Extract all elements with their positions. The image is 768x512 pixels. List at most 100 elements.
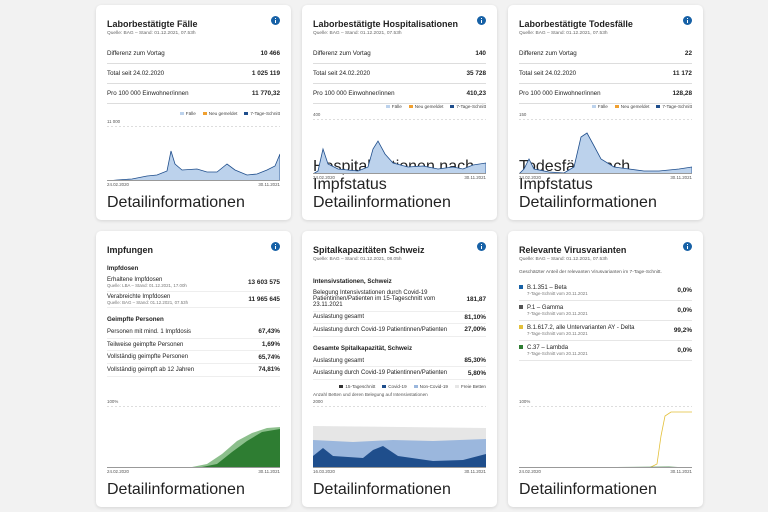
row-note: Quelle: BAG – Stand: 01.12.2021, 07.53h	[107, 299, 189, 305]
stat-label: Pro 100 000 Einwohner/innen	[519, 90, 601, 97]
legend-swatch	[382, 385, 387, 389]
link[interactable]: Detailinformationen	[313, 481, 486, 499]
link-label: Detailinformationen	[313, 194, 451, 211]
section-row: Teilweise geimpfte Personen 1,69%	[107, 339, 280, 352]
row-label: Erhaltene Impfdosen	[107, 277, 163, 284]
info-icon[interactable]	[271, 242, 280, 251]
variant-line: B.1.617.2, alle Untervarianten AY - Delt…	[519, 325, 635, 331]
y-max-label: 100%	[519, 399, 531, 404]
variant-label: B.1.617.2, alle Untervarianten AY - Delt…	[527, 325, 635, 331]
variant-label-wrap: P.1 – Gamma 7-Tage-Schnitt vom 20.11.2021	[519, 305, 588, 316]
info-icon[interactable]	[683, 242, 692, 251]
links: Detailinformationen	[107, 481, 280, 499]
legend-item: Covid-19	[382, 384, 407, 389]
spacer	[519, 361, 692, 399]
row-value: 27,00%	[464, 326, 486, 334]
stat-row: Pro 100 000 Einwohner/innen 11 770,32	[107, 84, 280, 104]
legend-item: Fälle	[179, 111, 196, 116]
info-icon[interactable]	[477, 242, 486, 251]
link[interactable]: Detailinformationen	[519, 481, 692, 499]
row-label: Personen mit mind. 1 Impfdosis	[107, 328, 192, 335]
variant-label: C.37 – Lambda	[527, 345, 569, 351]
row-label: Verabreichte Impfdosen	[107, 293, 171, 300]
legend-item: 7-Tage-Schnitt	[656, 104, 692, 109]
x-end-label: 30.11.2021	[670, 469, 692, 474]
card-title: Laborbestätigte Fälle	[107, 19, 198, 29]
x-end-label: 30.11.2021	[464, 469, 486, 474]
link[interactable]: Detailinformationen	[313, 194, 486, 212]
link[interactable]: Detailinformationen	[519, 194, 692, 212]
stat-row: Total seit 24.02.2020 1 025 119	[107, 64, 280, 84]
link[interactable]: Detailinformationen	[107, 194, 280, 212]
info-icon[interactable]	[683, 16, 692, 25]
info-stem	[687, 246, 688, 249]
spacer	[107, 377, 280, 399]
stat-value: 11 770,32	[251, 90, 280, 97]
variant-row: B.1.617.2, alle Untervarianten AY - Delt…	[519, 321, 692, 341]
legend-item: 15-Tageschnitt	[339, 384, 375, 389]
legend-label: Fälle	[185, 111, 196, 116]
info-stem	[275, 20, 276, 23]
info-icon[interactable]	[271, 16, 280, 25]
stat-value: 1 025 119	[251, 70, 280, 77]
stat-label: Total seit 24.02.2020	[107, 70, 165, 77]
legend-label: 7-Tage-Schnitt	[250, 111, 280, 116]
variant-line: B.1.351 – Beta	[519, 285, 567, 291]
row-label: Auslastung gesamt	[313, 314, 365, 321]
stat-value: 22	[684, 50, 692, 57]
stat-value: 11 172	[672, 70, 692, 77]
legend-item: Fälle	[591, 104, 608, 109]
chart-graphic	[107, 126, 280, 181]
stat-row: Total seit 24.02.2020 35 728	[313, 64, 486, 84]
variant-line: P.1 – Gamma	[519, 305, 563, 311]
variant-row: B.1.351 – Beta 7-Tage-Schnitt vom 20.11.2…	[519, 281, 692, 301]
row-value: 85,30%	[464, 357, 486, 365]
row-label-wrap: Auslastung gesamt	[313, 358, 364, 364]
row-label-wrap: Auslastung durch Covid-19 Patientinnen/P…	[313, 327, 447, 333]
legend-item: 7-Tage-Schnitt	[244, 111, 280, 116]
info-stem	[481, 246, 482, 249]
variant-value: 0,0%	[677, 347, 692, 354]
row-value: 65,74%	[258, 353, 280, 361]
row-label: Vollständig geimpfte Personen	[107, 354, 189, 361]
stat-label: Total seit 24.02.2020	[519, 70, 577, 77]
row-value: 1,69%	[261, 341, 280, 349]
legend-swatch	[202, 112, 207, 116]
spacer	[107, 104, 280, 111]
stat-row: Pro 100 000 Einwohner/innen 128,28	[519, 84, 692, 104]
chart-graphic	[519, 119, 692, 174]
x-start-label: 24.02.2020	[519, 469, 541, 474]
link-label: Detailinformationen	[107, 481, 245, 498]
legend-label: Neu gemeldet	[414, 104, 444, 109]
x-start-label: 24.02.2020	[107, 469, 129, 474]
variant-label-wrap: C.37 – Lambda 7-Tage-Schnitt vom 20.11.20…	[519, 345, 588, 356]
legend-swatch	[614, 105, 619, 109]
row-label: Auslastung gesamt	[313, 357, 365, 364]
section-heading: Impfdosen	[107, 265, 139, 272]
variant-swatch	[519, 325, 523, 330]
link[interactable]: Detailinformationen	[107, 481, 280, 499]
intro: Geschätzter Anteil der relevanten Virusv…	[519, 270, 662, 275]
row-label: Teilweise geimpfte Personen	[107, 341, 184, 348]
legend-label: Neu gemeldet	[208, 111, 238, 116]
card: Impfungen Impfdosen Erhaltene Impfdosen Que…	[96, 231, 291, 507]
x-start-label: 16.03.2020	[313, 469, 335, 474]
legend-label: Freie Betten	[460, 384, 486, 389]
link-label: Detailinformationen	[107, 194, 245, 211]
x-end-label: 30.11.2021	[258, 182, 280, 187]
variant-label-wrap: B.1.351 – Beta 7-Tage-Schnitt vom 20.11.2…	[519, 285, 588, 296]
info-stem	[687, 20, 688, 23]
row-label: Auslastung durch Covid-19 Patientinnen/P…	[313, 326, 448, 333]
stat-label: Total seit 24.02.2020	[313, 70, 371, 77]
stat-value: 410,23	[466, 90, 486, 97]
legend: Fälle Neu gemeldet 7-Tage-Schnitt	[107, 111, 280, 116]
info-dot	[687, 244, 688, 245]
y-max-label: 400	[313, 112, 321, 117]
legend-swatch	[244, 112, 249, 116]
section-row: Belegung Intensivstationen durch Covid-1…	[313, 288, 486, 312]
links: Detailinformationen	[107, 194, 280, 212]
info-icon[interactable]	[477, 16, 486, 25]
x-end-label: 30.11.2021	[670, 175, 692, 180]
